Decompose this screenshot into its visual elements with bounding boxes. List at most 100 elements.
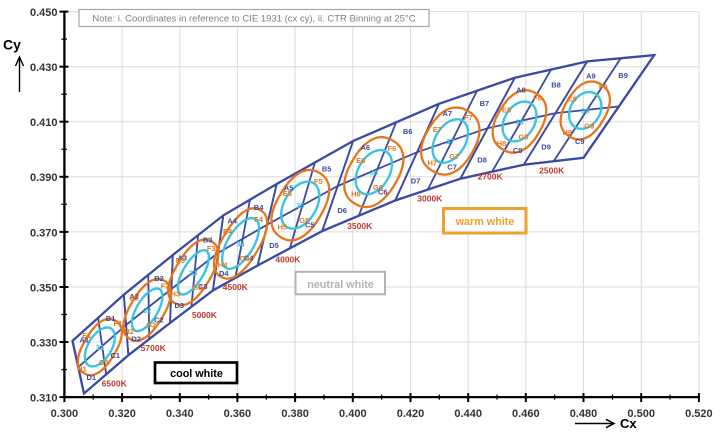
svg-text:A6: A6 xyxy=(361,143,371,152)
svg-text:D7: D7 xyxy=(411,176,421,185)
svg-text:0.420: 0.420 xyxy=(397,408,425,420)
svg-text:H7: H7 xyxy=(428,158,438,167)
svg-text:E3: E3 xyxy=(176,256,185,265)
svg-text:H5: H5 xyxy=(278,223,288,232)
svg-text:F8: F8 xyxy=(533,93,542,102)
svg-text:cool white: cool white xyxy=(170,368,223,380)
svg-text:F2: F2 xyxy=(161,282,170,291)
svg-text:C3: C3 xyxy=(198,282,208,291)
svg-text:E7: E7 xyxy=(433,125,442,134)
svg-text:0.310: 0.310 xyxy=(30,393,58,405)
svg-text:0.460: 0.460 xyxy=(512,408,540,420)
svg-text:A4: A4 xyxy=(227,216,237,225)
svg-text:A9: A9 xyxy=(586,71,596,80)
svg-text:36: 36 xyxy=(370,168,378,177)
svg-text:Cx: Cx xyxy=(620,416,637,431)
svg-text:F3: F3 xyxy=(207,244,216,253)
svg-text:0.300: 0.300 xyxy=(51,408,79,420)
svg-text:B6: B6 xyxy=(403,127,413,136)
svg-text:B3: B3 xyxy=(203,235,213,244)
svg-text:33: 33 xyxy=(189,268,197,277)
svg-text:A1: A1 xyxy=(80,336,90,345)
svg-text:6500K: 6500K xyxy=(102,378,128,388)
svg-text:0.400: 0.400 xyxy=(339,408,367,420)
svg-text:H8: H8 xyxy=(497,139,507,148)
svg-text:A7: A7 xyxy=(443,109,453,118)
svg-text:E8: E8 xyxy=(502,105,511,114)
svg-text:B1: B1 xyxy=(106,314,116,323)
svg-text:3000K: 3000K xyxy=(417,194,443,204)
svg-text:B9: B9 xyxy=(618,71,628,80)
svg-text:A5: A5 xyxy=(284,184,294,193)
svg-text:D3: D3 xyxy=(175,301,185,310)
svg-text:Cy: Cy xyxy=(3,37,21,53)
svg-text:0.390: 0.390 xyxy=(30,172,58,184)
svg-text:F7: F7 xyxy=(464,113,473,122)
svg-text:G5: G5 xyxy=(299,216,309,225)
svg-text:A2: A2 xyxy=(129,292,139,301)
svg-text:5000K: 5000K xyxy=(192,310,218,320)
svg-text:D2: D2 xyxy=(131,335,141,344)
svg-text:35: 35 xyxy=(296,201,304,210)
svg-text:E5: E5 xyxy=(283,189,292,198)
svg-text:E2: E2 xyxy=(130,294,139,303)
svg-text:A8: A8 xyxy=(516,86,526,95)
svg-text:C9: C9 xyxy=(575,137,585,146)
svg-text:0.480: 0.480 xyxy=(570,408,598,420)
svg-text:E4: E4 xyxy=(223,227,233,236)
svg-text:C2: C2 xyxy=(154,316,164,325)
svg-text:H9: H9 xyxy=(563,128,573,137)
svg-text:D6: D6 xyxy=(337,206,347,215)
svg-text:0.330: 0.330 xyxy=(30,337,58,349)
svg-text:G7: G7 xyxy=(449,152,459,161)
svg-text:0.360: 0.360 xyxy=(224,408,252,420)
svg-text:C1: C1 xyxy=(111,351,121,360)
svg-text:34: 34 xyxy=(236,239,245,248)
svg-text:G4: G4 xyxy=(240,254,251,263)
svg-text:G6: G6 xyxy=(373,183,383,192)
svg-text:Note: i. Coordinates in refere: Note: i. Coordinates in reference to CIE… xyxy=(92,14,415,25)
svg-text:B2: B2 xyxy=(154,274,164,283)
svg-text:D8: D8 xyxy=(477,156,487,165)
svg-text:H4: H4 xyxy=(218,261,228,270)
svg-text:H6: H6 xyxy=(351,189,361,198)
svg-text:F6: F6 xyxy=(388,144,397,153)
svg-text:D5: D5 xyxy=(269,241,279,250)
svg-text:32: 32 xyxy=(143,306,151,315)
svg-text:F1: F1 xyxy=(114,319,123,328)
svg-text:31: 31 xyxy=(96,343,104,352)
svg-text:38: 38 xyxy=(515,118,523,127)
svg-text:0.450: 0.450 xyxy=(30,7,58,19)
svg-text:F5: F5 xyxy=(314,177,323,186)
svg-text:3500K: 3500K xyxy=(347,221,373,231)
svg-text:0.340: 0.340 xyxy=(166,408,194,420)
svg-text:B8: B8 xyxy=(551,80,561,89)
svg-text:warm white: warm white xyxy=(455,216,515,228)
svg-text:D4: D4 xyxy=(219,269,229,278)
svg-text:G1: G1 xyxy=(99,358,109,367)
svg-text:B4: B4 xyxy=(254,203,264,212)
svg-text:37: 37 xyxy=(446,137,454,146)
svg-text:4000K: 4000K xyxy=(275,254,301,264)
svg-text:H2: H2 xyxy=(124,327,134,336)
svg-text:0.320: 0.320 xyxy=(108,408,136,420)
svg-text:G9: G9 xyxy=(584,121,594,130)
svg-text:H3: H3 xyxy=(171,290,181,299)
svg-text:0.430: 0.430 xyxy=(30,62,58,74)
svg-text:E9: E9 xyxy=(568,94,577,103)
svg-text:D9: D9 xyxy=(541,143,551,152)
svg-text:B7: B7 xyxy=(480,99,490,108)
svg-text:G8: G8 xyxy=(518,132,528,141)
svg-text:D1: D1 xyxy=(87,373,97,382)
svg-text:0.370: 0.370 xyxy=(30,227,58,239)
svg-text:0.410: 0.410 xyxy=(30,117,58,129)
svg-text:0.440: 0.440 xyxy=(454,408,482,420)
svg-text:0.500: 0.500 xyxy=(627,408,655,420)
svg-text:C4: C4 xyxy=(244,254,254,263)
svg-text:4500K: 4500K xyxy=(223,282,249,292)
svg-text:C5: C5 xyxy=(305,220,315,229)
svg-text:2500K: 2500K xyxy=(539,165,565,175)
svg-text:E6: E6 xyxy=(356,156,365,165)
svg-text:C7: C7 xyxy=(447,162,457,171)
svg-text:39: 39 xyxy=(581,107,589,116)
